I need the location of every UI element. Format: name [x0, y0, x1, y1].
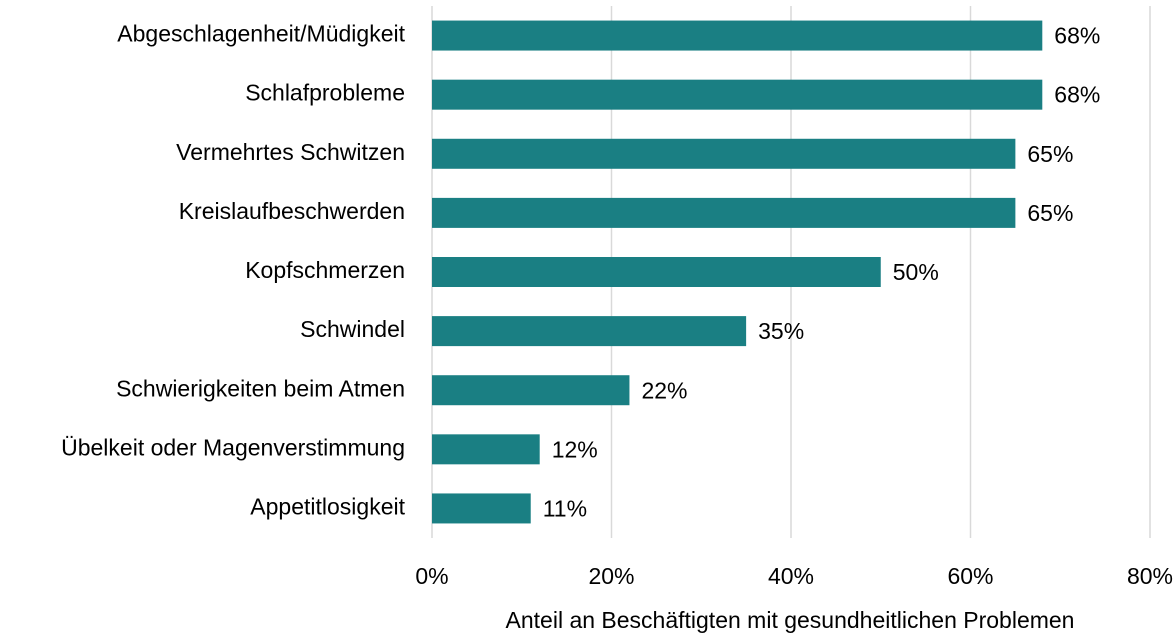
data-label: 35%	[758, 318, 804, 344]
data-label: 50%	[893, 259, 939, 285]
data-label: 12%	[552, 436, 598, 462]
y-tick-label: Übelkeit oder Magenverstimmung	[61, 434, 405, 460]
bar	[432, 493, 531, 524]
data-label: 22%	[641, 377, 687, 403]
bar	[432, 20, 1043, 51]
x-tick-label: 40%	[768, 563, 814, 589]
bar	[432, 434, 540, 465]
x-tick-label: 0%	[415, 563, 448, 589]
y-tick-label: Abgeschlagenheit/Müdigkeit	[117, 21, 405, 47]
x-axis-label: Anteil an Beschäftigten mit gesundheitli…	[506, 607, 1075, 633]
x-tick-label: 80%	[1127, 563, 1173, 589]
data-label: 68%	[1054, 82, 1100, 108]
bar	[432, 197, 1016, 228]
y-tick-label: Schlafprobleme	[245, 80, 405, 106]
y-tick-label: Schwierigkeiten beim Atmen	[116, 375, 405, 401]
x-tick-label: 20%	[588, 563, 634, 589]
y-tick-label: Kreislaufbeschwerden	[179, 198, 405, 224]
bar	[432, 316, 747, 347]
data-label: 11%	[543, 496, 587, 522]
bar	[432, 257, 881, 287]
bar	[432, 375, 630, 406]
bar	[432, 138, 1016, 169]
data-label: 65%	[1027, 200, 1073, 226]
x-tick-label: 60%	[947, 563, 993, 589]
y-tick-label: Kopfschmerzen	[245, 257, 405, 283]
y-tick-label: Appetitlosigkeit	[250, 494, 405, 520]
y-tick-label: Vermehrtes Schwitzen	[176, 139, 405, 165]
bar	[432, 79, 1043, 110]
data-label: 65%	[1027, 141, 1073, 167]
y-tick-label: Schwindel	[300, 316, 405, 342]
data-label: 68%	[1054, 23, 1100, 49]
